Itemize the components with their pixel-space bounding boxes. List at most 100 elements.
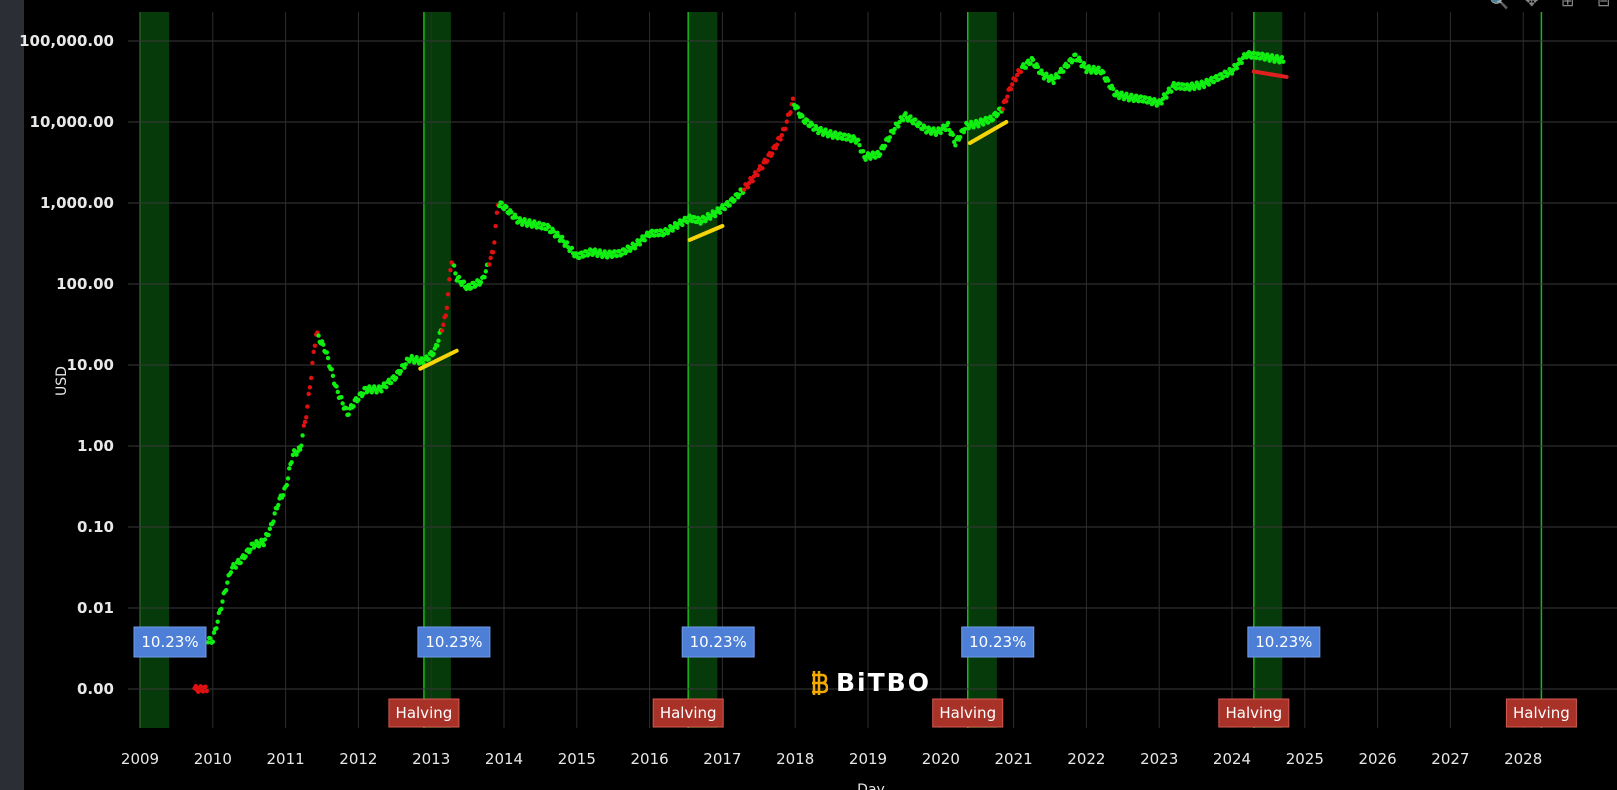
zoom-icon[interactable]: 🔍 — [1489, 0, 1509, 10]
percent-label: 10.23% — [141, 633, 198, 651]
price-point — [200, 689, 206, 694]
price-point — [1229, 71, 1235, 76]
price-point — [579, 250, 584, 255]
price-point — [1089, 70, 1094, 75]
price-point — [1078, 58, 1083, 64]
bitbo-logo-icon — [812, 670, 828, 695]
x-tick-label: 2020 — [922, 750, 960, 768]
price-point — [478, 279, 484, 285]
price-point — [950, 132, 956, 138]
price-point — [983, 115, 988, 121]
price-point — [1124, 91, 1129, 96]
price-point — [892, 126, 897, 132]
x-tick-label: 2027 — [1431, 750, 1469, 768]
price-point — [493, 223, 498, 229]
price-point — [1056, 75, 1061, 80]
price-point — [1136, 99, 1141, 104]
pan-icon[interactable]: ✥ — [1525, 0, 1539, 10]
price-point — [1009, 82, 1015, 87]
price-point — [903, 111, 908, 116]
price-point — [443, 313, 448, 318]
price-point — [760, 166, 765, 171]
price-point — [708, 216, 713, 221]
price-point — [805, 118, 810, 123]
price-point — [1178, 86, 1184, 91]
price-point — [717, 210, 723, 215]
price-point — [856, 137, 861, 143]
price-point — [873, 155, 878, 160]
price-point — [666, 228, 672, 233]
price-point — [1061, 69, 1066, 74]
price-point — [614, 253, 620, 259]
price-point — [1051, 80, 1056, 86]
price-point — [962, 126, 968, 132]
price-point — [228, 570, 234, 575]
price-point — [297, 447, 303, 452]
price-point — [809, 122, 815, 127]
halving-band — [140, 12, 170, 728]
price-point — [272, 511, 277, 516]
price-point — [441, 322, 446, 328]
price-point — [1070, 58, 1076, 63]
price-point — [1209, 75, 1214, 81]
price-point — [208, 636, 213, 641]
price-point — [356, 397, 361, 402]
price-point — [1143, 95, 1149, 100]
price-point — [800, 113, 805, 119]
price-point — [722, 206, 728, 212]
price-point — [577, 255, 582, 261]
price-point — [647, 233, 652, 239]
price-point — [311, 349, 316, 355]
price-point — [995, 112, 1001, 117]
price-point — [1004, 99, 1009, 104]
price-point — [795, 105, 800, 110]
price-point — [1246, 49, 1252, 55]
price-point — [504, 204, 509, 210]
price-point — [198, 684, 203, 689]
x-axis-title: Day — [857, 782, 885, 790]
price-point — [1216, 77, 1221, 82]
price-point — [958, 134, 963, 140]
price-point — [1110, 86, 1116, 92]
price-point — [1013, 78, 1019, 83]
x-tick-label: 2019 — [849, 750, 887, 768]
price-point — [376, 384, 382, 389]
price-point — [287, 466, 292, 471]
price-point — [555, 230, 560, 236]
price-point — [699, 219, 704, 224]
price-point — [604, 255, 610, 260]
price-point — [290, 452, 296, 458]
price-point — [536, 220, 542, 226]
price-point — [223, 588, 229, 593]
price-point — [642, 238, 647, 243]
price-point — [490, 250, 496, 255]
price-point — [334, 384, 339, 389]
bitbo-logo: BiTBO — [808, 668, 931, 697]
price-point — [316, 333, 321, 338]
halving-label: Halving — [1225, 704, 1282, 722]
percent-label: 10.23% — [690, 633, 747, 651]
price-point — [461, 279, 467, 284]
price-point — [497, 203, 502, 209]
price-point — [243, 554, 248, 559]
percent-box — [417, 626, 491, 658]
y-tick-label: 100.00 — [56, 275, 114, 293]
percent-box — [133, 626, 207, 658]
price-point — [494, 210, 500, 215]
price-point — [689, 218, 695, 224]
price-point — [527, 218, 532, 223]
price-point — [860, 148, 866, 154]
price-point — [742, 187, 747, 192]
zoom-in-icon[interactable]: ⊞ — [1561, 0, 1575, 10]
price-point — [262, 537, 268, 542]
price-point — [541, 222, 547, 227]
x-tick-label: 2011 — [267, 750, 305, 768]
price-point — [1249, 55, 1254, 60]
price-point — [652, 233, 657, 238]
trend-line — [1251, 69, 1289, 79]
price-point — [1148, 97, 1153, 102]
zoom-out-icon[interactable]: ⊟ — [1597, 0, 1611, 10]
price-point — [445, 292, 451, 297]
halving-box — [1505, 698, 1577, 728]
